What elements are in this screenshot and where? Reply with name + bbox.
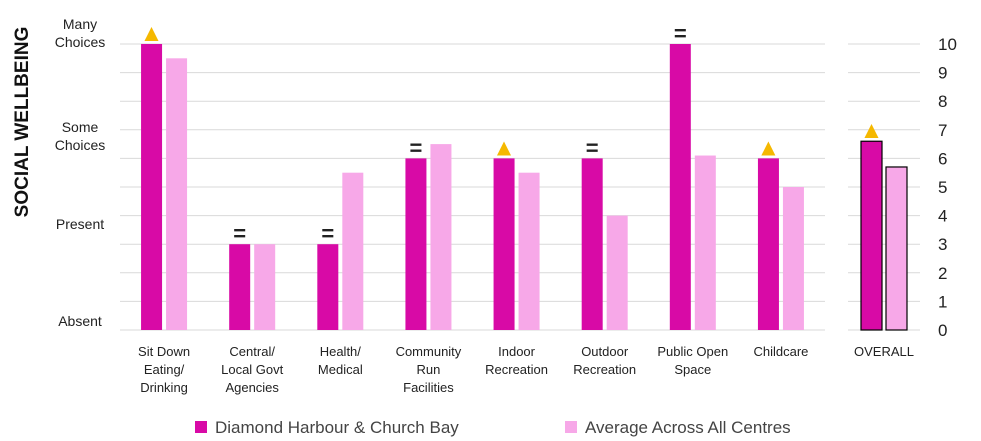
bar (669, 44, 691, 330)
bar (317, 244, 339, 330)
y-axis-label: SOCIAL WELLBEING (12, 27, 33, 218)
trend-marker: ▲ (860, 117, 884, 144)
y-tick-label: 0 (938, 321, 947, 340)
left-tick-label: Some Choices (54, 118, 106, 153)
bar (430, 144, 452, 330)
trend-marker: = (586, 135, 599, 160)
trend-marker: ▲ (757, 134, 781, 161)
x-tick-label: Indoor Recreation (485, 344, 548, 377)
trend-marker: = (410, 135, 423, 160)
x-tick-label: Childcare (753, 344, 809, 359)
x-tick-label: Health/ Medical (317, 344, 363, 377)
bar (782, 187, 804, 330)
left-tick-label: Many Choices (54, 15, 106, 50)
bar (342, 172, 364, 330)
bar (229, 244, 251, 330)
y-tick-label: 9 (938, 64, 947, 83)
bar (141, 44, 163, 330)
x-tick-label: Sit Down Eating/ Drinking (138, 344, 191, 395)
x-tick-label: Community Run Facilities (395, 344, 462, 395)
legend-swatch (195, 421, 207, 433)
y-tick-label: 3 (938, 235, 947, 254)
bar (518, 172, 540, 330)
y-tick-label: 6 (938, 149, 947, 168)
bar (405, 158, 427, 330)
y-tick-label: 10 (938, 35, 957, 54)
trend-marker: = (321, 221, 334, 246)
x-tick-label: Outdoor Recreation (573, 344, 637, 377)
bar (757, 158, 779, 330)
y-tick-label: 7 (938, 121, 947, 140)
left-tick-label: Present (55, 216, 105, 233)
y-tick-label: 1 (938, 292, 947, 311)
legend-label: Diamond Harbour & Church Bay (215, 418, 459, 437)
legend-label: Average Across All Centres (585, 418, 791, 437)
trend-marker: = (233, 221, 246, 246)
trend-marker: = (674, 21, 687, 46)
bar (860, 140, 883, 331)
bar (493, 158, 515, 330)
trend-marker: ▲ (492, 134, 516, 161)
bar (581, 158, 603, 330)
bar (885, 166, 908, 331)
left-tick-label: Absent (58, 313, 102, 330)
trend-marker: ▲ (140, 20, 164, 47)
legend-swatch (565, 421, 577, 433)
y-tick-label: 8 (938, 92, 947, 111)
y-tick-label: 5 (938, 178, 947, 197)
x-tick-label: Public Open Space (657, 344, 729, 377)
bar (694, 155, 716, 330)
x-tick-label: OVERALL (854, 344, 914, 359)
bar (606, 215, 628, 330)
x-tick-label: Central/ Local Govt Agencies (221, 344, 284, 395)
y-tick-label: 4 (938, 207, 947, 226)
bar (254, 244, 276, 330)
bar (166, 58, 188, 331)
y-tick-label: 2 (938, 264, 947, 283)
